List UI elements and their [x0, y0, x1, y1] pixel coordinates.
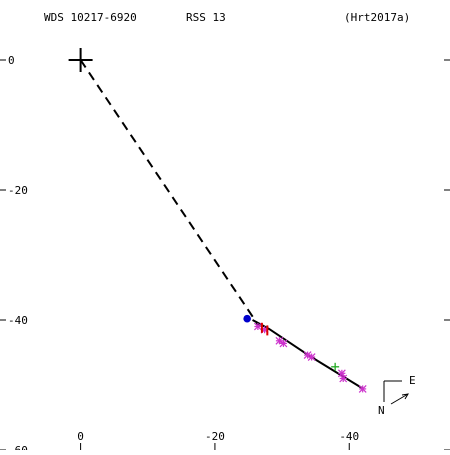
observation-point: [243, 314, 251, 323]
asterisk-stroke: [307, 353, 316, 361]
asterisk-stroke: [337, 369, 346, 378]
y-tick-label: -20: [8, 184, 28, 197]
observation-point: [337, 369, 346, 378]
rss-label: RSS 13: [186, 11, 226, 24]
asterisk-stroke: [358, 384, 367, 393]
asterisk-stroke: [253, 322, 262, 331]
observation-point: [331, 362, 340, 371]
y-tick-label: -60: [8, 444, 28, 450]
asterisk-stroke: [275, 336, 284, 345]
x-tick-label: -40: [339, 430, 359, 443]
observation-point: [358, 384, 367, 393]
observation-point: [339, 374, 348, 383]
compass-arrow-head: [401, 393, 409, 400]
orbit-path-line: [252, 319, 364, 390]
dashed-connector-line: [79, 59, 261, 328]
observation-point: [303, 351, 312, 360]
observation-point: [253, 322, 262, 331]
dot-mark: [243, 314, 251, 323]
compass-east-label: E: [409, 374, 416, 387]
designation-label: WDS 10217-6920: [44, 11, 137, 24]
y-tick-label: -40: [8, 314, 28, 327]
asterisk-stroke: [303, 351, 312, 360]
observation-point: [275, 336, 284, 345]
observation-point: [279, 339, 288, 348]
reference-label: (Hrt2017a): [344, 11, 410, 24]
axes-layer: -40 -20 0 0 -20 -40 -60: [0, 54, 450, 455]
x-tick-label: -20: [205, 430, 225, 443]
compass-indicator: E N: [378, 374, 416, 417]
compass-north-label: N: [378, 404, 385, 417]
compass-motion-arrow: [390, 393, 409, 405]
lines-layer: [79, 59, 364, 390]
y-tick-label: 0: [8, 54, 15, 67]
marks-layer: [68, 48, 367, 393]
asterisk-stroke: [279, 339, 288, 348]
x-tick-label: 0: [77, 430, 84, 443]
